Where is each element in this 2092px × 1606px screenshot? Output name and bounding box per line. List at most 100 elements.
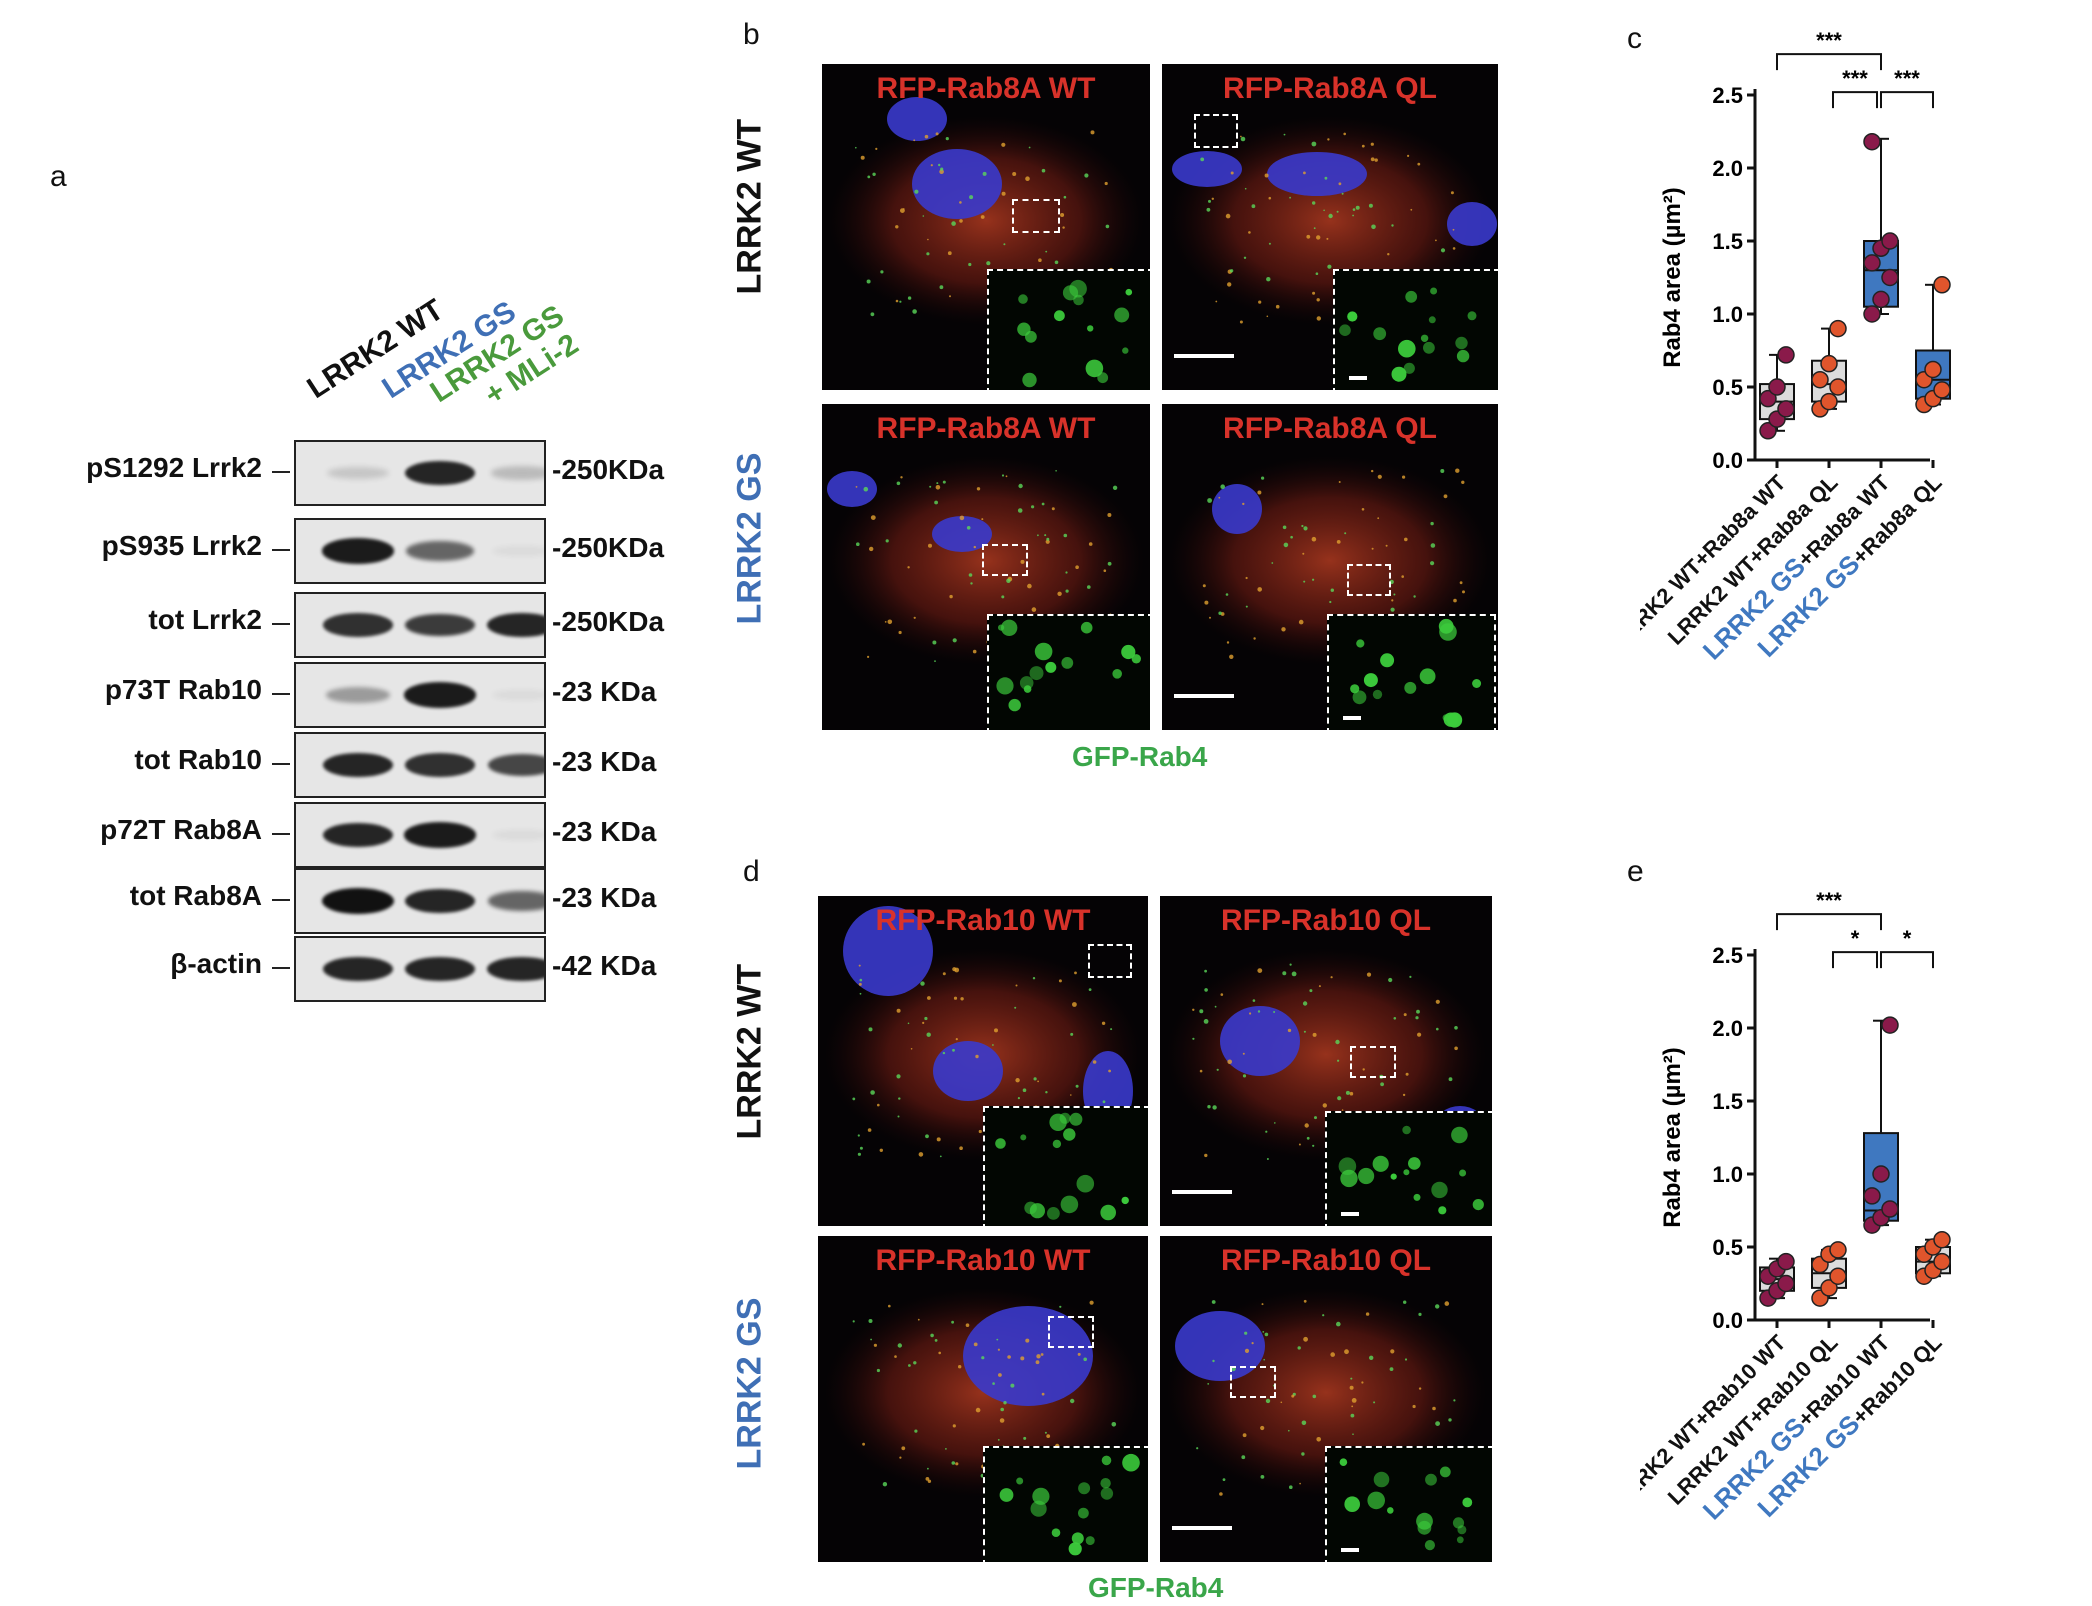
vesicle	[1104, 181, 1108, 186]
vesicle	[887, 619, 893, 625]
vesicle	[1351, 1398, 1357, 1403]
vesicle	[920, 981, 925, 986]
vesicle	[1207, 1383, 1210, 1385]
row-label-lrrk2-gs-b: LRRK2 GS	[730, 452, 769, 625]
vesicle	[1001, 191, 1006, 196]
vesicle	[1416, 1009, 1420, 1014]
blot-band	[404, 460, 476, 486]
row-label-lrrk2-gs-d: LRRK2 GS	[730, 1297, 769, 1470]
vesicle	[1035, 1360, 1040, 1365]
green-puncta	[1122, 347, 1129, 354]
vesicle	[1260, 1425, 1265, 1431]
vesicle	[870, 1338, 872, 1341]
vesicle	[926, 1032, 931, 1037]
vesicle	[951, 221, 956, 226]
blot-row-name: p72T Rab8A	[100, 814, 262, 845]
vesicle	[895, 225, 899, 229]
nucleus	[1172, 151, 1242, 187]
vesicle	[900, 476, 903, 479]
vesicle	[958, 1365, 962, 1369]
vesicle	[1404, 537, 1408, 542]
green-puncta	[1078, 1507, 1089, 1519]
vesicle	[1010, 1383, 1015, 1388]
green-puncta	[1402, 1125, 1411, 1135]
blot-band	[404, 956, 476, 982]
vesicle	[1306, 234, 1311, 239]
inset-scale-bar	[1341, 1212, 1359, 1216]
vesicle	[1051, 507, 1055, 511]
vesicle	[1361, 1381, 1364, 1384]
vesicle	[1022, 1088, 1027, 1092]
vesicle	[1448, 1418, 1452, 1422]
blot-strip	[294, 592, 546, 658]
vesicle	[875, 147, 878, 150]
vesicle	[899, 300, 902, 303]
vesicle	[1089, 1300, 1094, 1305]
inset-image	[996, 619, 1141, 712]
vesicle	[1302, 552, 1305, 555]
vesicle	[1204, 969, 1207, 973]
blot-kda: -23 KDa	[552, 882, 657, 913]
blot-band	[322, 822, 394, 848]
vesicle	[1268, 196, 1272, 200]
vesicle	[926, 252, 930, 256]
zoom-region-box	[1230, 1366, 1276, 1398]
vesicle	[1266, 1158, 1269, 1160]
vesicle	[1075, 565, 1079, 569]
green-puncta	[1100, 1478, 1111, 1489]
vesicle	[1330, 1352, 1335, 1357]
vesicle	[1361, 508, 1365, 511]
vesicle	[1418, 1387, 1422, 1390]
green-puncta	[1403, 1169, 1410, 1176]
significance-label: *	[1851, 926, 1860, 951]
vesicle	[1387, 253, 1390, 256]
vesicle	[1462, 590, 1465, 594]
vesicle	[1373, 1401, 1376, 1404]
green-puncta	[1403, 362, 1415, 374]
vesicle	[1338, 481, 1341, 483]
vesicle	[992, 1044, 994, 1046]
nucleus	[1267, 152, 1367, 196]
vesicle	[1229, 269, 1234, 273]
inset-scale-bar	[1343, 716, 1361, 720]
nucleus	[963, 1306, 1093, 1406]
scale-bar	[1172, 1526, 1232, 1530]
vesicle	[1316, 298, 1320, 302]
blot-band	[325, 687, 391, 703]
vesicle	[1312, 578, 1315, 581]
data-point	[1933, 1230, 1951, 1249]
vesicle	[1261, 1303, 1264, 1306]
blot-row-name: pS1292 Lrrk2	[86, 452, 262, 483]
significance-bracket	[1832, 951, 1878, 969]
vesicle	[1017, 508, 1023, 513]
vesicle	[866, 279, 871, 284]
green-puncta	[1408, 1157, 1421, 1170]
vesicle	[1287, 1028, 1292, 1033]
vesicle	[855, 486, 858, 488]
vesicle	[1105, 224, 1110, 229]
vesicle	[1283, 133, 1286, 136]
vesicle	[1275, 304, 1280, 309]
vesicle	[1046, 1434, 1051, 1438]
vesicle	[917, 1318, 920, 1321]
vesicle	[1344, 1349, 1349, 1355]
vesicle	[1264, 173, 1269, 178]
vesicle	[1018, 483, 1023, 489]
vesicle	[1202, 584, 1206, 588]
zoom-region-box	[1088, 944, 1132, 978]
blot-row: tot Rab8A -23 KDa	[0, 868, 700, 934]
zoom-inset	[1327, 614, 1496, 730]
vesicle	[1435, 1421, 1440, 1426]
green-puncta	[1060, 1195, 1079, 1214]
vesicle	[1341, 1109, 1344, 1111]
vesicle	[1220, 484, 1225, 489]
vesicle	[1393, 1017, 1397, 1020]
green-puncta	[1430, 287, 1438, 295]
vesicle	[1265, 1398, 1271, 1404]
data-point	[1829, 378, 1847, 396]
vesicle	[1023, 1436, 1027, 1440]
vesicle	[1111, 1422, 1117, 1427]
vesicle	[913, 139, 916, 142]
vesicle	[1033, 1077, 1037, 1081]
green-puncta	[1097, 372, 1109, 384]
